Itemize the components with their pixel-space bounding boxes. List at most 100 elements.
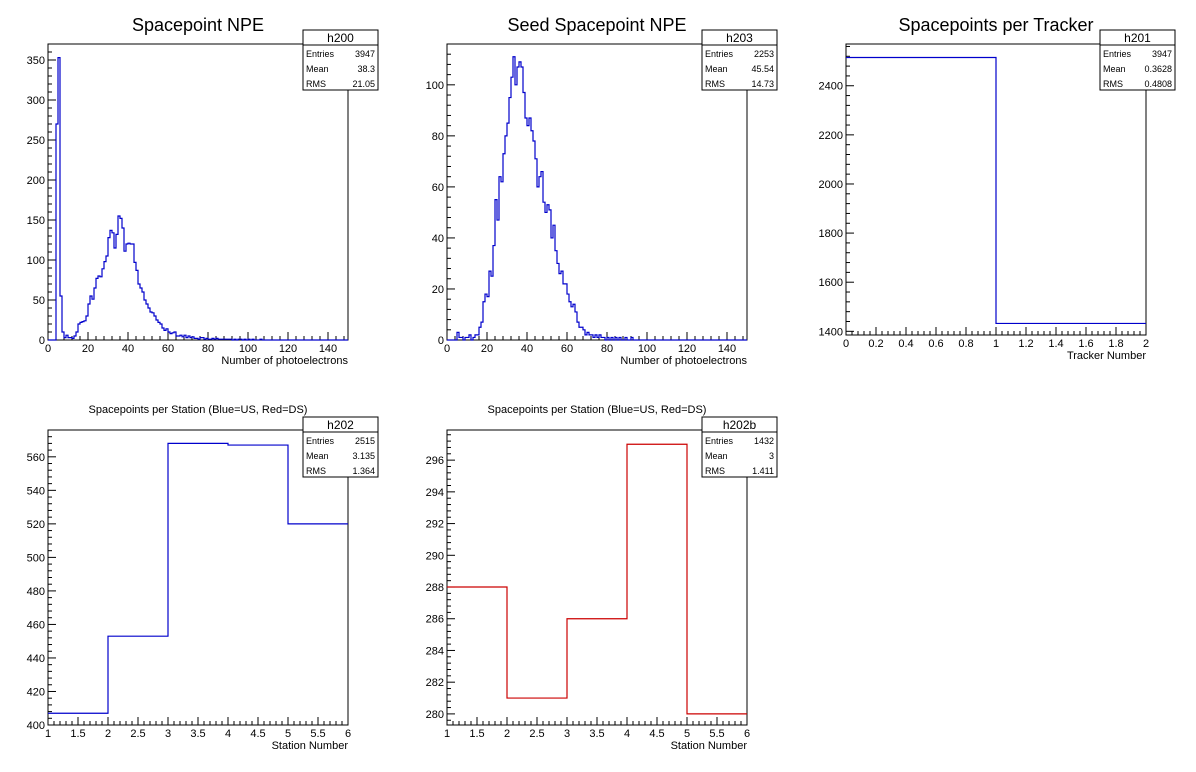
y-tick-label: 250 <box>27 135 45 147</box>
x-tick-label: 1.5 <box>469 728 484 740</box>
x-tick-label: 2 <box>504 728 510 740</box>
x-tick-label: 20 <box>82 343 94 355</box>
x-tick-label: 3 <box>165 728 171 740</box>
x-tick-label: 1.8 <box>1108 338 1123 350</box>
y-tick-label: 480 <box>27 586 45 598</box>
x-tick-label: 1 <box>444 728 450 740</box>
stats-value: 21.05 <box>352 79 375 89</box>
stats-key: Mean <box>1103 64 1126 74</box>
stats-value: 45.54 <box>751 64 774 74</box>
stats-box: h201 Entries 3947 Mean 0.3628 RMS 0.4808 <box>1099 29 1176 91</box>
y-tick-label: 40 <box>432 233 444 245</box>
y-tick-label: 460 <box>27 619 45 631</box>
x-tick-label: 120 <box>678 343 696 355</box>
stats-value: 38.3 <box>357 64 375 74</box>
chart-h202b: Spacepoints per Station (Blue=US, Red=DS… <box>426 404 778 752</box>
y-tick-label: 200 <box>27 175 45 187</box>
stats-box: h202 Entries 2515 Mean 3.135 RMS 1.364 <box>302 416 379 478</box>
x-tick-label: 80 <box>601 343 613 355</box>
y-tick-label: 296 <box>426 455 444 467</box>
stats-value: 3947 <box>1152 49 1172 59</box>
stats-value: 1432 <box>754 436 774 446</box>
y-tick-label: 0 <box>438 335 444 347</box>
stats-value: 0.3628 <box>1144 64 1172 74</box>
x-tick-label: 5 <box>684 728 690 740</box>
x-tick-label: 2.5 <box>130 728 145 740</box>
histogram-line <box>846 56 1146 325</box>
stats-key: Mean <box>306 64 329 74</box>
histogram-line <box>48 442 348 714</box>
y-tick-label: 1600 <box>819 277 843 289</box>
x-tick-label: 5 <box>285 728 291 740</box>
stats-value: 2515 <box>355 436 375 446</box>
y-tick-label: 288 <box>426 582 444 594</box>
y-tick-label: 282 <box>426 677 444 689</box>
y-tick-label: 400 <box>27 720 45 732</box>
y-tick-label: 2000 <box>819 179 843 191</box>
stats-histogram-name: h203 <box>726 31 753 45</box>
y-tick-label: 20 <box>432 284 444 296</box>
x-tick-label: 5.5 <box>709 728 724 740</box>
stats-histogram-name: h202b <box>723 418 757 432</box>
stats-box-frame <box>701 416 778 478</box>
y-tick-label: 60 <box>432 182 444 194</box>
y-tick-label: 286 <box>426 614 444 626</box>
stats-value: 1.411 <box>752 466 774 476</box>
y-tick-label: 294 <box>426 487 444 499</box>
x-tick-label: 3.5 <box>190 728 205 740</box>
x-axis-label: Station Number <box>272 740 349 752</box>
x-tick-label: 80 <box>202 343 214 355</box>
y-tick-label: 560 <box>27 452 45 464</box>
y-tick-label: 280 <box>426 709 444 721</box>
chart-h202: Spacepoints per Station (Blue=US, Red=DS… <box>27 404 379 752</box>
chart-title: Spacepoints per Station (Blue=US, Red=DS… <box>488 404 707 416</box>
y-tick-label: 80 <box>432 131 444 143</box>
stats-box-frame <box>302 29 379 91</box>
chart-title: Seed Spacepoint NPE <box>507 15 686 35</box>
x-tick-label: 40 <box>122 343 134 355</box>
x-tick-label: 2.5 <box>529 728 544 740</box>
y-tick-label: 2200 <box>819 130 843 142</box>
histogram-line <box>447 56 747 341</box>
stats-key: Entries <box>306 436 335 446</box>
x-tick-label: 1.5 <box>70 728 85 740</box>
x-tick-label: 1 <box>45 728 51 740</box>
stats-value: 14.73 <box>751 79 774 89</box>
chart-title: Spacepoint NPE <box>132 15 264 35</box>
stats-key: Entries <box>1103 49 1132 59</box>
y-tick-label: 0 <box>39 335 45 347</box>
stats-key: Entries <box>705 436 734 446</box>
stats-box: h200 Entries 3947 Mean 38.3 RMS 21.05 <box>302 29 379 91</box>
chart-h201: Spacepoints per Tracker 0 0.2 0.4 0.6 0.8 1 1.2… <box>819 15 1176 362</box>
plot-frame <box>446 43 748 341</box>
y-tick-label: 420 <box>27 686 45 698</box>
chart-h203: Seed Spacepoint NPE 0 20 40 60 80 100 120 140 0 20… <box>426 15 778 367</box>
x-axis-label: Station Number <box>671 740 748 752</box>
x-tick-label: 3.5 <box>589 728 604 740</box>
stats-key: Mean <box>705 451 728 461</box>
x-tick-label: 140 <box>319 343 337 355</box>
y-tick-label: 520 <box>27 519 45 531</box>
chart-title: Spacepoints per Station (Blue=US, Red=DS… <box>89 404 308 416</box>
stats-key: Entries <box>705 49 734 59</box>
x-tick-label: 0.2 <box>868 338 883 350</box>
x-tick-label: 120 <box>279 343 297 355</box>
x-tick-label: 2 <box>1143 338 1149 350</box>
y-tick-label: 1400 <box>819 326 843 338</box>
stats-key: RMS <box>306 79 326 89</box>
y-tick-label: 2400 <box>819 81 843 93</box>
stats-histogram-name: h201 <box>1124 31 1151 45</box>
x-tick-label: 140 <box>718 343 736 355</box>
stats-key: Mean <box>705 64 728 74</box>
stats-key: RMS <box>705 79 725 89</box>
stats-value: 2253 <box>754 49 774 59</box>
y-tick-label: 284 <box>426 645 444 657</box>
x-tick-label: 1.4 <box>1048 338 1063 350</box>
stats-histogram-name: h200 <box>327 31 354 45</box>
y-tick-label: 350 <box>27 55 45 67</box>
y-tick-label: 150 <box>27 215 45 227</box>
stats-value: 3 <box>769 451 774 461</box>
y-tick-label: 290 <box>426 550 444 562</box>
x-tick-label: 0 <box>45 343 51 355</box>
